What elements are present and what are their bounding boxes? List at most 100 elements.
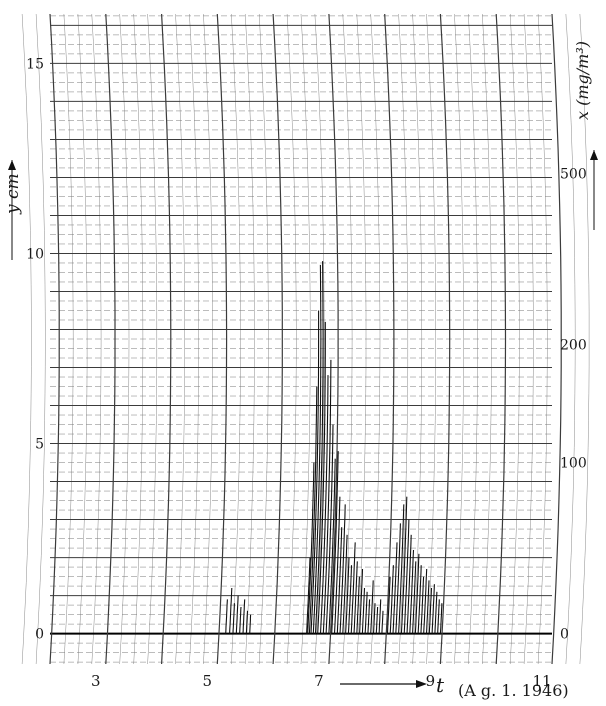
trace-stroke (395, 523, 401, 634)
grid-arc-minor (244, 13, 255, 665)
y-left-tick-label: 5 (35, 437, 44, 453)
grid-arc-major (216, 13, 228, 665)
trace-stroke (249, 614, 252, 634)
trace-stroke (431, 584, 435, 634)
grid-arc-minor (77, 13, 88, 665)
grid-arc-minor (537, 13, 548, 665)
y-right-arrow-head (590, 150, 598, 160)
grid-arc-minor (231, 13, 241, 665)
grid-arc-minor (509, 13, 520, 665)
trace-stroke (361, 587, 366, 634)
grid-arc-major (105, 13, 116, 665)
trace-stroke (322, 359, 332, 634)
grid-arc-minor (189, 13, 199, 665)
grid-arc-major (161, 13, 172, 665)
x-tick-label: 11 (532, 672, 551, 690)
trace-group (225, 261, 443, 634)
trace-stroke (406, 534, 412, 634)
trace-stroke (229, 587, 233, 634)
trace-stroke (428, 587, 433, 634)
trace-stroke (372, 603, 376, 634)
x-tick-label: 9 (426, 672, 436, 690)
trace-stroke (398, 504, 405, 634)
trace-stroke (403, 519, 410, 634)
y-left-arrow-head (8, 160, 16, 170)
trace-stroke (386, 576, 391, 634)
trace-stroke (317, 321, 326, 634)
x-axis-label: t (436, 673, 445, 697)
grid-arc-minor (426, 13, 436, 665)
grid-arc-minor (370, 13, 381, 665)
trace-stroke (342, 534, 348, 634)
trace-stroke (339, 504, 346, 634)
grid-arc-minor (356, 13, 367, 665)
grid-arc-minor (565, 13, 576, 665)
trace-stroke (417, 565, 422, 634)
trace-stroke (350, 542, 356, 634)
grid-arc-minor (412, 13, 423, 665)
trace-stroke (381, 610, 384, 634)
chart-caption: (A g. 1. 1946) (458, 681, 569, 700)
grid-arc-minor (175, 13, 185, 665)
x-tick-label: 3 (91, 672, 101, 690)
x-axis-arrow-head (416, 680, 427, 688)
trace-stroke (347, 565, 353, 634)
trace-stroke (306, 557, 311, 634)
grid-arc-major (328, 13, 339, 665)
grid-arc-minor (258, 13, 269, 665)
grid-arc-minor (579, 13, 590, 665)
trace-stroke (359, 568, 364, 634)
trace-stroke (312, 264, 322, 634)
trace-stroke (420, 576, 425, 634)
trace-stroke (378, 599, 382, 634)
y-right-tick-label: 0 (560, 627, 569, 643)
grid-arc-minor (119, 13, 130, 665)
y-right-tick-label: 500 (560, 167, 587, 183)
y-right-label-group: x (mg/m³) (573, 41, 598, 230)
trace-stroke (232, 603, 235, 634)
grid-arc-minor (342, 13, 353, 665)
trace-stroke (235, 595, 239, 634)
y-right-axis-label: x (mg/m³) (573, 41, 592, 120)
trace-stroke (392, 542, 398, 634)
axis-text-group: 0 5 10 15 0 100 200 500 3 5 7 9 11 (26, 56, 587, 690)
trace-stroke (325, 424, 334, 634)
trace-stroke (328, 458, 336, 634)
grid-arc-major (384, 13, 395, 665)
grid-arc-major (439, 13, 451, 665)
y-right-tick-label: 100 (560, 456, 587, 472)
trace-stroke (307, 462, 315, 634)
trace-stroke (425, 580, 430, 634)
trace-stroke (423, 568, 428, 634)
grid-arc-minor (314, 13, 325, 665)
trace-stroke (370, 580, 374, 634)
trace-stroke (439, 603, 443, 634)
trace-stroke (356, 576, 360, 634)
grid-arc-minor (398, 13, 409, 665)
trace-stroke (225, 599, 228, 634)
y-left-axis-label: y cm (3, 173, 23, 215)
trace-stroke (314, 261, 324, 634)
grid-arc-minor (523, 13, 534, 665)
grid-major-lines (49, 13, 562, 665)
grid-arc-minor (468, 13, 478, 665)
trace-stroke (364, 591, 368, 634)
trace-stroke (319, 375, 329, 634)
y-left-label-group: y cm (3, 160, 23, 260)
trace-stroke (389, 565, 394, 634)
trace-stroke (331, 451, 339, 634)
x-axis-label-group: t (340, 673, 445, 697)
grid-arc-minor (203, 13, 213, 665)
trace-stroke (308, 386, 318, 634)
grid-arc-minor (133, 13, 144, 665)
grid-arc-minor (286, 13, 297, 665)
grid-arc-minor (147, 13, 158, 665)
trace-stroke (434, 591, 438, 634)
grid-arc-minor (454, 13, 464, 665)
trace-stroke (367, 599, 371, 634)
trace-stroke (333, 496, 341, 634)
x-tick-label: 7 (314, 672, 324, 690)
trace-stroke (245, 610, 249, 634)
grid-arc-minor (63, 13, 74, 665)
grid-arc-minor (21, 13, 32, 665)
